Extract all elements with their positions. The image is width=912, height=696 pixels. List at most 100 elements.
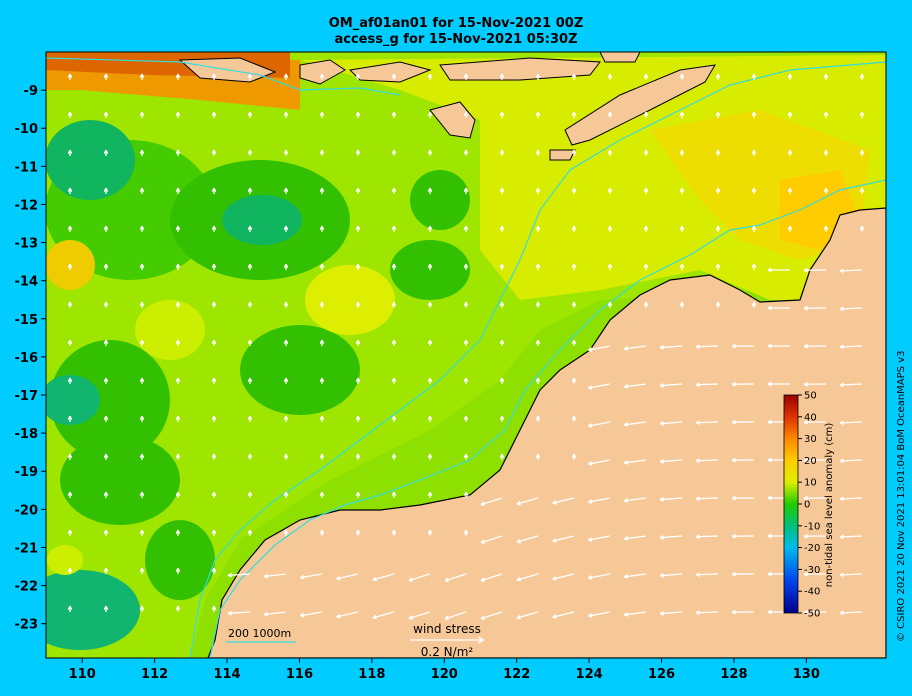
- wind-arrow: [175, 491, 181, 498]
- wind-arrow: [535, 225, 541, 232]
- wind-arrow: [139, 339, 145, 346]
- wind-arrow: [623, 573, 647, 579]
- wind-arrow: [463, 301, 469, 308]
- x-tick-label: 120: [431, 667, 458, 682]
- wind-arrow: [299, 573, 323, 580]
- wind-arrow: [643, 225, 649, 232]
- wind-arrow: [571, 301, 577, 308]
- wind-arrow: [623, 421, 647, 427]
- wind-arrow: [767, 343, 791, 349]
- map-legend: 200 1000m wind stress 0.2 N/m²: [226, 622, 485, 659]
- wind-arrow: [319, 529, 325, 536]
- wind-arrow: [283, 187, 289, 194]
- wind-arrow: [283, 529, 289, 536]
- wind-arrow: [336, 611, 359, 619]
- wind-arrow: [283, 491, 289, 498]
- wind-arrow: [552, 611, 575, 619]
- wind-arrow: [480, 497, 503, 506]
- wind-arrow: [607, 149, 613, 156]
- wind-arrow: [715, 187, 721, 194]
- wind-arrow: [103, 301, 109, 308]
- wind-arrow: [283, 301, 289, 308]
- y-tick-label: -10: [15, 122, 39, 137]
- wind-arrow: [227, 610, 251, 616]
- wind-arrow: [516, 497, 539, 506]
- wind-arrow: [823, 187, 829, 194]
- wind-arrow: [552, 535, 575, 543]
- x-tick-label: 124: [576, 667, 603, 682]
- wind-arrow: [535, 339, 541, 346]
- wind-arrow: [695, 420, 719, 425]
- wind-arrow: [659, 421, 683, 426]
- wind-arrow: [319, 111, 325, 118]
- wind-arrow: [839, 344, 863, 350]
- wind-arrow: [139, 529, 145, 536]
- wind-arrow: [319, 187, 325, 194]
- y-tick-label: -16: [15, 351, 39, 366]
- wind-arrow: [355, 453, 361, 460]
- wind-arrow: [319, 301, 325, 308]
- wind-arrow: [731, 533, 755, 539]
- wind-arrow: [211, 339, 217, 346]
- wind-arrow: [427, 149, 433, 156]
- y-tick-label: -11: [15, 160, 39, 175]
- wind-arrow: [355, 491, 361, 498]
- wind-arrow: [587, 421, 611, 428]
- x-tick-label: 114: [213, 667, 240, 682]
- wind-arrow: [319, 225, 325, 232]
- wind-arrow: [731, 571, 755, 577]
- wind-arrow: [571, 225, 577, 232]
- wind-arrow: [659, 383, 683, 388]
- wind-arrow: [463, 225, 469, 232]
- wind-arrow: [139, 149, 145, 156]
- wind-arrow: [535, 263, 541, 270]
- wind-arrow: [751, 187, 757, 194]
- wind-arrow: [175, 377, 181, 384]
- wind-arrow: [319, 415, 325, 422]
- wind-arrow: [803, 419, 827, 425]
- colorbar-label: non-tidal sea level anomaly (cm): [824, 423, 835, 588]
- wind-arrow: [427, 73, 433, 80]
- wind-arrow: [139, 377, 145, 384]
- wind-arrow: [751, 263, 757, 270]
- wind-arrow: [751, 111, 757, 118]
- wind-arrow: [299, 611, 323, 618]
- wind-arrow: [391, 491, 397, 498]
- wind-arrow: [247, 377, 253, 384]
- y-tick-label: -19: [15, 465, 39, 480]
- wind-arrow: [607, 111, 613, 118]
- wind-arrow: [67, 339, 73, 346]
- wind-arrow: [552, 497, 575, 505]
- wind-arrow: [175, 73, 181, 80]
- wind-arrow: [427, 377, 433, 384]
- wind-arrow: [587, 383, 611, 390]
- copyright-notice: © CSIRO 2021 20 Nov 2021 13:01:04 BoM Oc…: [896, 350, 907, 642]
- wind-arrow: [571, 149, 577, 156]
- wind-arrow: [139, 187, 145, 194]
- colorbar-tick-label: 20: [804, 456, 817, 467]
- wind-arrow: [859, 149, 865, 156]
- wind-arrow: [103, 149, 109, 156]
- y-tick-label: -17: [15, 389, 39, 404]
- colorbar-tick-label: -30: [804, 565, 820, 576]
- wind-arrow: [263, 611, 287, 617]
- wind-arrow: [355, 301, 361, 308]
- wind-arrow: [499, 377, 505, 384]
- wind-arrow: [787, 187, 793, 194]
- wind-arrow: [67, 377, 73, 384]
- map-title: OM_af01an01 for 15-Nov-2021 00Z: [328, 16, 584, 31]
- map-subtitle: access_g for 15-Nov-2021 05:30Z: [334, 32, 578, 47]
- wind-arrow: [571, 187, 577, 194]
- wind-arrow: [679, 187, 685, 194]
- wind-arrow: [355, 225, 361, 232]
- wind-arrow: [139, 415, 145, 422]
- wind-arrow: [499, 415, 505, 422]
- y-tick-label: -12: [15, 198, 39, 213]
- wind-arrow: [839, 496, 863, 502]
- wind-arrow: [803, 457, 827, 463]
- wind-arrow: [103, 491, 109, 498]
- wind-arrow: [839, 306, 863, 312]
- wind-arrow: [643, 187, 649, 194]
- wind-arrow: [715, 263, 721, 270]
